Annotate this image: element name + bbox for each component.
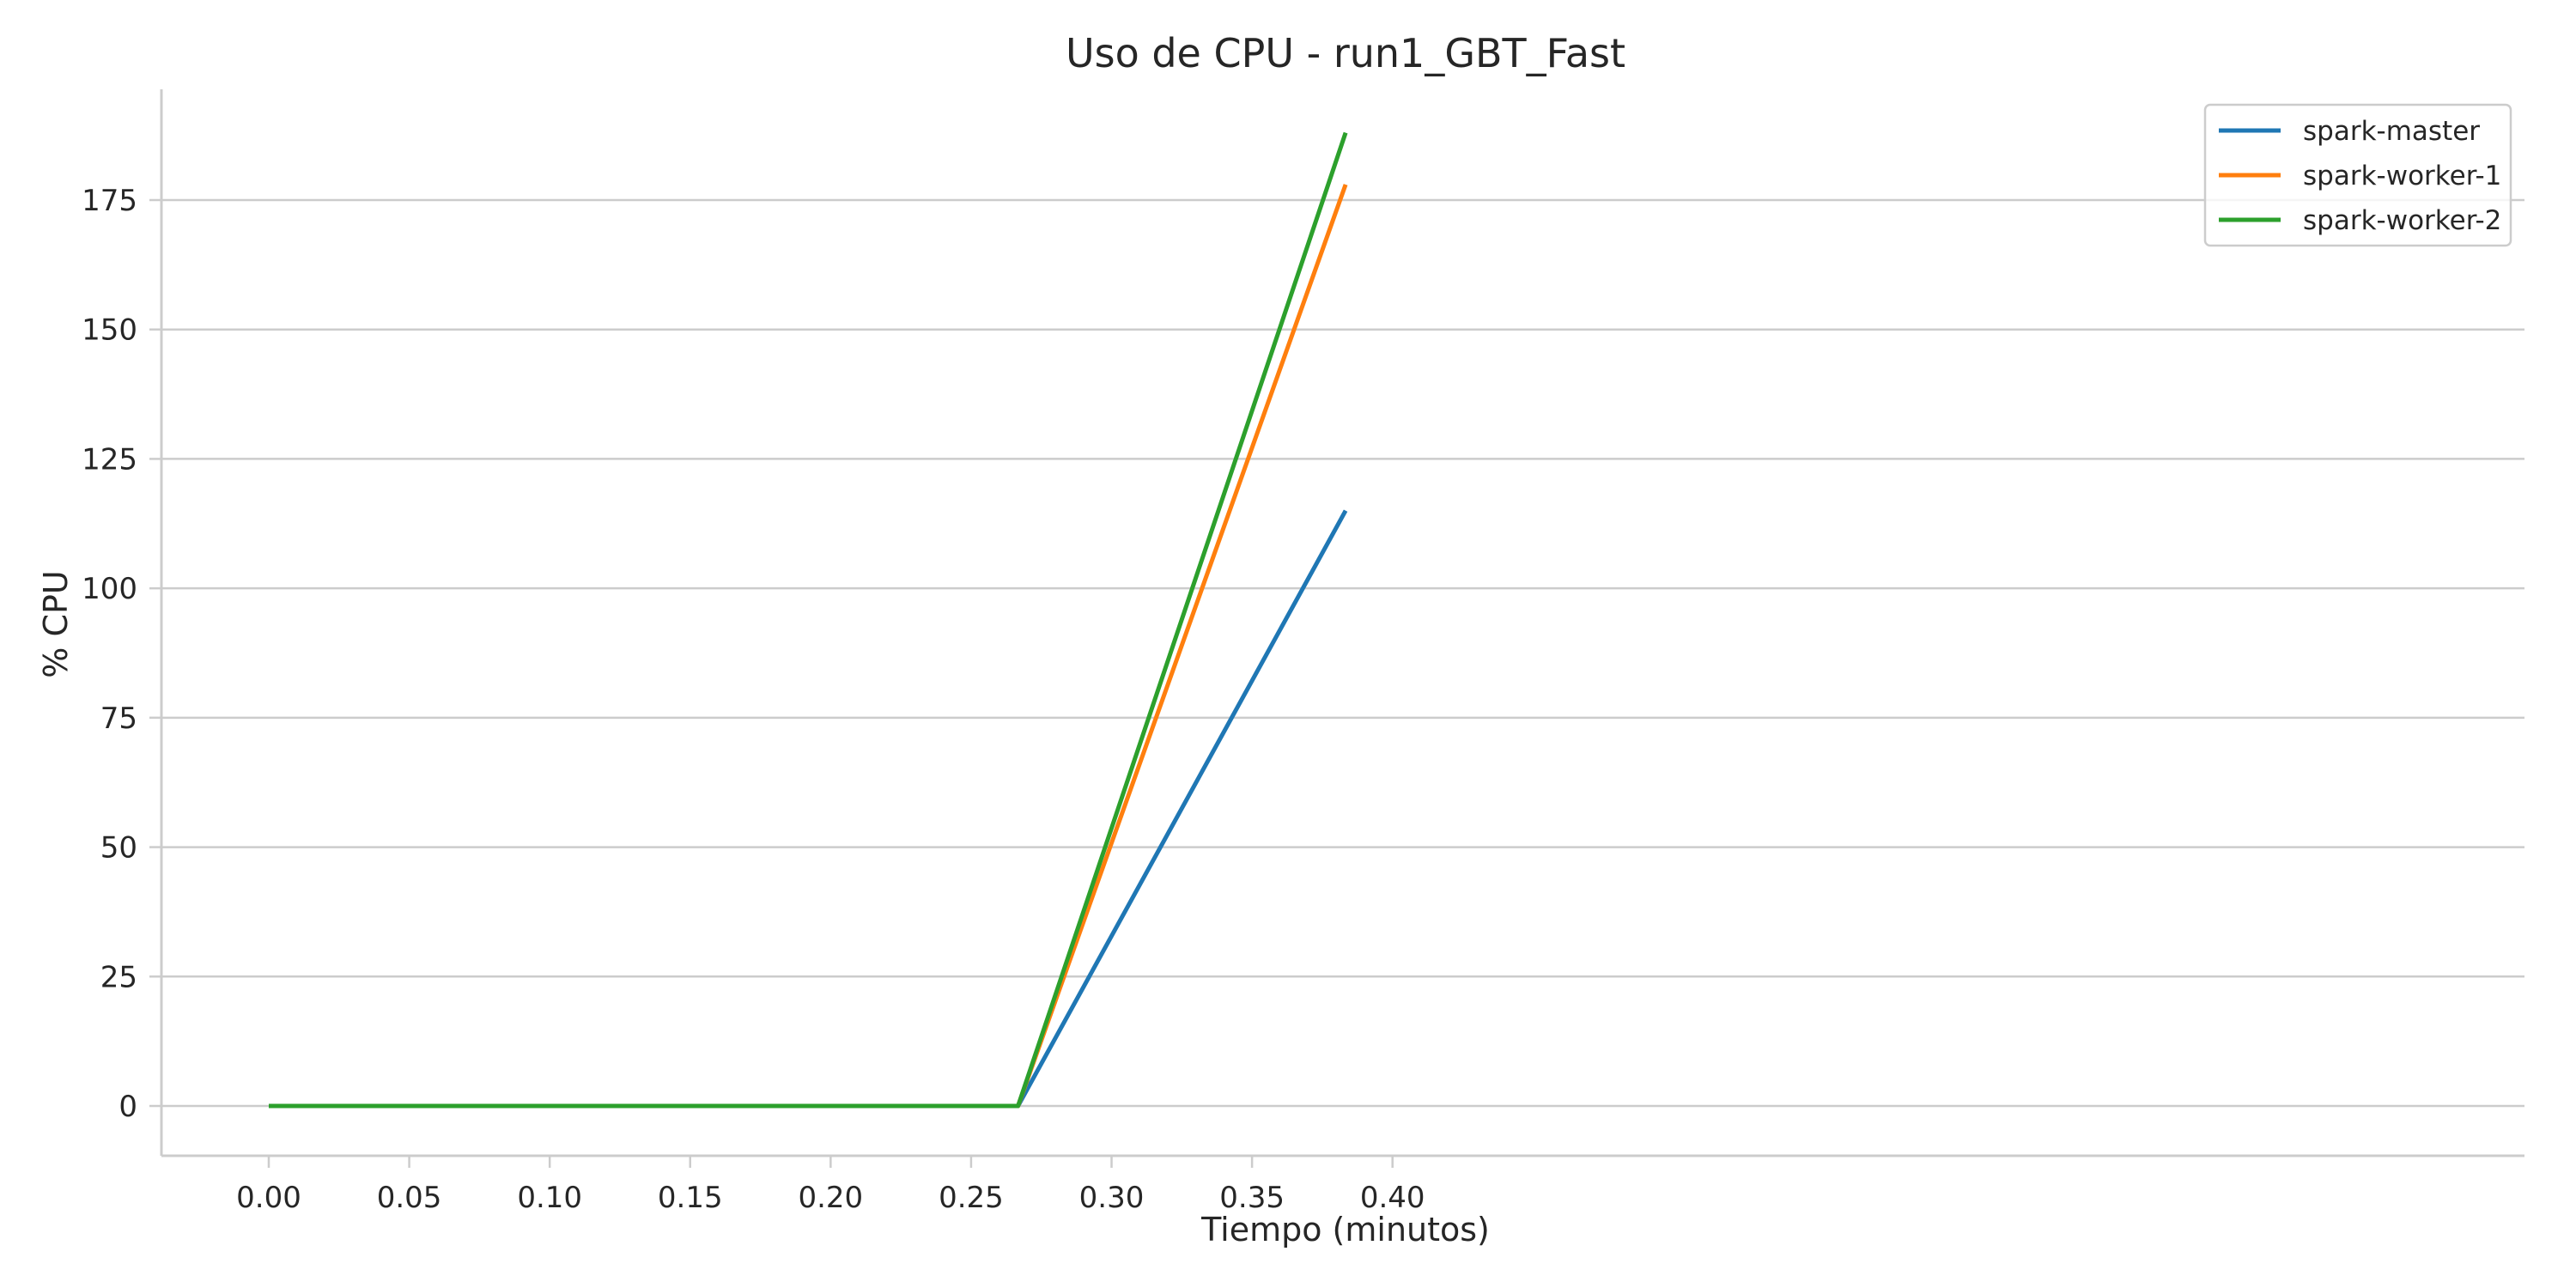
legend: spark-master spark-worker-1 spark-worker-2: [2203, 103, 2512, 247]
series-line-spark-worker-1: [269, 184, 1348, 1109]
y-tick-label: 50: [100, 831, 137, 866]
x-tick-label: 0.20: [798, 1181, 863, 1215]
axes-spines: [160, 89, 2524, 1157]
grid: [161, 198, 2524, 1108]
y-tick-label: 25: [100, 960, 137, 994]
x-tick-label: 0.10: [517, 1181, 582, 1215]
x-tick-label: 0.40: [1360, 1181, 1425, 1215]
y-tick-label: 0: [118, 1090, 137, 1124]
y-axis-label: % CPU: [37, 570, 75, 677]
legend-label-spark-worker-1: spark-worker-1: [2303, 161, 2501, 191]
series-line-spark-master: [269, 509, 1348, 1109]
y-tick-label: 175: [82, 184, 137, 218]
x-tick-label: 0.00: [236, 1181, 301, 1215]
y-tick-label: 150: [82, 313, 137, 348]
x-tick-label: 0.30: [1079, 1181, 1145, 1215]
y-tick-label: 75: [100, 702, 137, 736]
x-tick-label: 0.25: [939, 1181, 1004, 1215]
axis-ticks: 0 25 50 75 100 125 150 175 0.00 0.05 0.10 0.15 0.20 0…: [82, 184, 1425, 1215]
chart-title: Uso de CPU - run1_GBT_Fast: [1066, 30, 1625, 76]
legend-label-spark-worker-2: spark-worker-2: [2303, 205, 2501, 236]
y-tick-label: 100: [82, 572, 137, 606]
x-tick-label: 0.05: [377, 1181, 442, 1215]
x-tick-label: 0.15: [658, 1181, 723, 1215]
series-lines: [269, 131, 1348, 1109]
x-axis-label: Tiempo (minutos): [1200, 1211, 1490, 1249]
legend-frame: [2203, 103, 2512, 247]
legend-label-spark-master: spark-master: [2303, 116, 2480, 147]
x-tick-label: 0.35: [1219, 1181, 1285, 1215]
y-tick-label: 125: [82, 442, 137, 477]
series-line-spark-worker-2: [269, 131, 1348, 1109]
